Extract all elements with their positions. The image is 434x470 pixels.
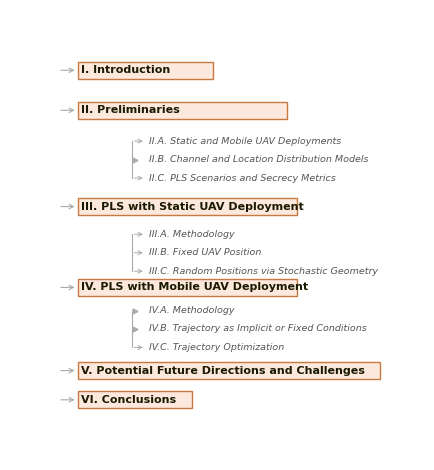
FancyBboxPatch shape bbox=[78, 362, 380, 379]
FancyBboxPatch shape bbox=[78, 62, 213, 79]
Text: II. Preliminaries: II. Preliminaries bbox=[82, 105, 180, 115]
FancyBboxPatch shape bbox=[78, 279, 297, 296]
Text: V. Potential Future Directions and Challenges: V. Potential Future Directions and Chall… bbox=[82, 366, 365, 376]
Text: IV.A. Methodology: IV.A. Methodology bbox=[149, 306, 234, 315]
FancyBboxPatch shape bbox=[78, 102, 287, 119]
Text: III.C. Random Positions via Stochastic Geometry: III.C. Random Positions via Stochastic G… bbox=[149, 267, 378, 276]
FancyBboxPatch shape bbox=[78, 198, 297, 215]
Text: III.B. Fixed UAV Position: III.B. Fixed UAV Position bbox=[149, 248, 261, 257]
Text: VI. Conclusions: VI. Conclusions bbox=[82, 395, 177, 405]
Text: II.B. Channel and Location Distribution Models: II.B. Channel and Location Distribution … bbox=[149, 155, 368, 164]
Text: I. Introduction: I. Introduction bbox=[82, 65, 171, 75]
Text: II.A. Static and Mobile UAV Deployments: II.A. Static and Mobile UAV Deployments bbox=[149, 137, 341, 146]
Text: IV. PLS with Mobile UAV Deployment: IV. PLS with Mobile UAV Deployment bbox=[82, 282, 309, 292]
Text: II.C. PLS Scenarios and Secrecy Metrics: II.C. PLS Scenarios and Secrecy Metrics bbox=[149, 173, 335, 182]
Text: IV.B. Trajectory as Implicit or Fixed Conditions: IV.B. Trajectory as Implicit or Fixed Co… bbox=[149, 324, 367, 334]
Text: III.A. Methodology: III.A. Methodology bbox=[149, 230, 234, 239]
Text: IV.C. Trajectory Optimization: IV.C. Trajectory Optimization bbox=[149, 343, 284, 352]
Text: III. PLS with Static UAV Deployment: III. PLS with Static UAV Deployment bbox=[82, 202, 304, 212]
FancyBboxPatch shape bbox=[78, 392, 192, 408]
